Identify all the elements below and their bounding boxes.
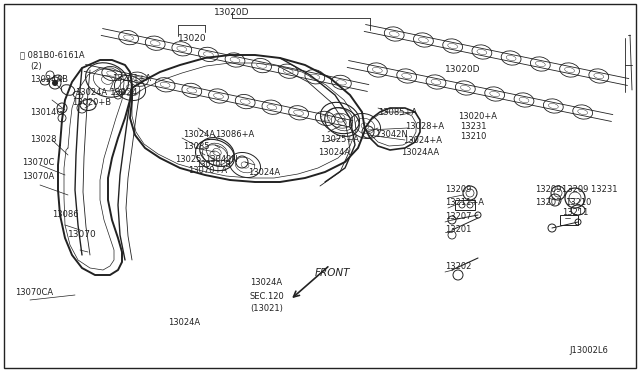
Text: 13210: 13210 [565, 198, 591, 207]
Text: 13231+A: 13231+A [112, 74, 151, 83]
Circle shape [52, 80, 58, 86]
Text: (2): (2) [30, 62, 42, 71]
Text: 13070C: 13070C [22, 158, 54, 167]
Text: 13209: 13209 [445, 185, 472, 194]
Text: 13024A: 13024A [183, 130, 215, 139]
Text: 13024AB: 13024AB [30, 75, 68, 84]
Text: 13042N: 13042N [375, 130, 408, 139]
Text: 13020D: 13020D [445, 65, 481, 74]
Text: 13070A: 13070A [22, 172, 54, 181]
Text: 13085: 13085 [183, 142, 209, 151]
Text: 13024A: 13024A [248, 168, 280, 177]
Text: 13209 13231: 13209 13231 [562, 185, 618, 194]
Text: Ⓑ 081B0-6161A: Ⓑ 081B0-6161A [20, 50, 84, 59]
Text: 13014G: 13014G [30, 108, 63, 117]
Text: (13021): (13021) [250, 304, 283, 313]
Text: 13024A: 13024A [318, 148, 350, 157]
Text: SEC.120: SEC.120 [250, 292, 285, 301]
Text: 13202: 13202 [445, 262, 472, 271]
Text: 13020D: 13020D [214, 8, 250, 17]
Text: 13024AA: 13024AA [401, 148, 439, 157]
Text: J13002L6: J13002L6 [569, 346, 608, 355]
Text: 13020+B: 13020+B [72, 98, 111, 107]
Text: 13024A: 13024A [168, 318, 200, 327]
Text: 13210: 13210 [460, 132, 486, 141]
Bar [560, 215, 578, 225]
Text: 13024: 13024 [110, 88, 138, 97]
Text: 13207: 13207 [535, 198, 561, 207]
Text: 13211: 13211 [562, 208, 588, 217]
Text: 13086: 13086 [52, 210, 79, 219]
Text: FRONT: FRONT [315, 268, 351, 278]
Text: 13085+A: 13085+A [378, 108, 417, 117]
Text: 13201: 13201 [445, 225, 472, 234]
Text: 13024+A: 13024+A [403, 136, 442, 145]
Text: 13025+A: 13025+A [320, 135, 359, 144]
Text: 13070: 13070 [68, 230, 97, 239]
Text: 13042N: 13042N [205, 155, 237, 164]
Text: 13025: 13025 [175, 155, 202, 164]
Text: 13070CA: 13070CA [15, 288, 53, 297]
Text: 13028: 13028 [30, 135, 56, 144]
Text: 13070CB: 13070CB [196, 160, 230, 169]
Text: 13028+A: 13028+A [405, 122, 444, 131]
Text: 13207: 13207 [445, 212, 472, 221]
Bar [455, 200, 475, 210]
Text: 13086+A: 13086+A [215, 130, 254, 139]
Text: 13211+A: 13211+A [445, 198, 484, 207]
Text: 13020: 13020 [178, 34, 207, 43]
Text: 13070+A: 13070+A [188, 166, 227, 175]
Text: 13024A: 13024A [75, 88, 107, 97]
Text: 13020+A: 13020+A [458, 112, 497, 121]
Text: 13024A: 13024A [250, 278, 282, 287]
Text: 13231: 13231 [460, 122, 486, 131]
Text: 13209: 13209 [535, 185, 561, 194]
